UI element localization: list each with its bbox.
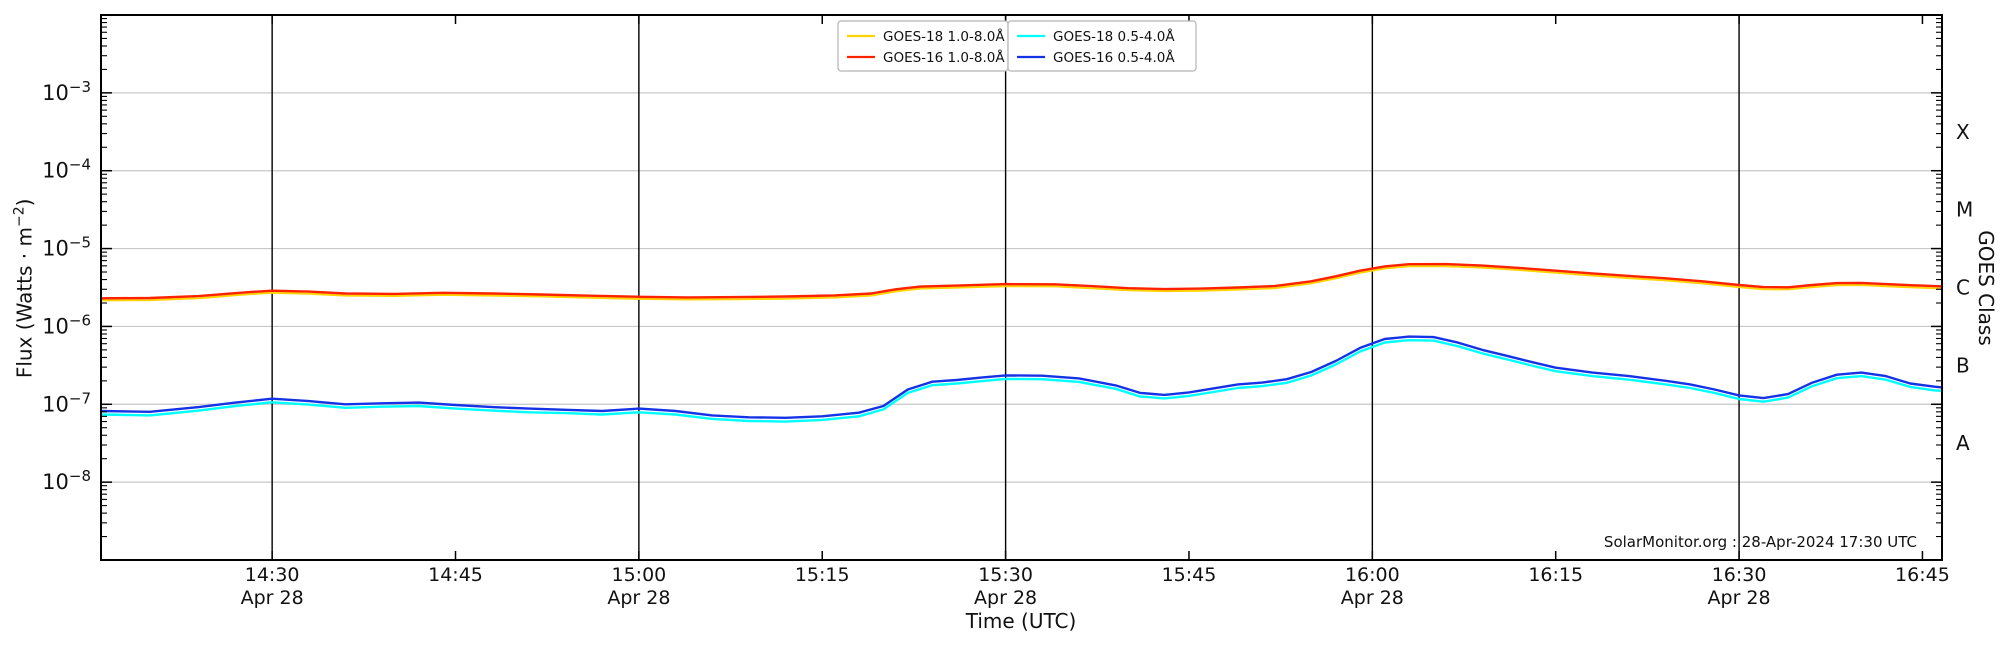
series-line-GOES-16 1.0-8.0Å: [99, 262, 1944, 300]
x-tick-label: 14:30: [245, 564, 300, 586]
series-line-GOES-18 0.5-4.0Å: [99, 339, 1944, 423]
goes-class-letter: X: [1956, 120, 1970, 144]
legend-label: GOES-16 0.5-4.0Å: [1053, 49, 1175, 66]
goes-class-letter: A: [1956, 431, 1970, 455]
x-tick-label: 16:30: [1712, 564, 1767, 586]
legend-label: GOES-18 0.5-4.0Å: [1053, 28, 1175, 45]
x-tick-label: 15:45: [1162, 564, 1217, 586]
x-tick-label: 16:45: [1895, 564, 1950, 586]
x-axis-label: Time (UTC): [965, 609, 1077, 633]
y-axis-label-suffix: ): [12, 198, 37, 207]
y-tick-label: 10−3: [42, 78, 91, 105]
x-tick-date-label: Apr 28: [607, 587, 670, 609]
series-line-GOES-18 1.0-8.0Å: [100, 265, 1943, 302]
plot-border: [100, 14, 1943, 561]
x-tick-label: 16:00: [1345, 564, 1400, 586]
y-tick-label: 10−7: [42, 389, 91, 416]
y-tick-label: 10−5: [42, 234, 91, 261]
x-tick-date-label: Apr 28: [1708, 587, 1771, 609]
y-tick-label: 10−8: [42, 467, 91, 494]
x-tick-date-label: Apr 28: [1341, 587, 1404, 609]
x-tick-label: 15:15: [795, 564, 850, 586]
goes-class-letter: B: [1956, 353, 1970, 377]
goes-class-letter: C: [1956, 276, 1970, 300]
x-tick-label: 14:45: [428, 564, 483, 586]
x-tick-label: 15:30: [978, 564, 1033, 586]
y-axis-label-text: Flux (Watts · m: [12, 226, 37, 379]
x-tick-label: 16:15: [1528, 564, 1583, 586]
x-tick-date-label: Apr 28: [974, 587, 1037, 609]
y-tick-label: 10−6: [42, 311, 91, 338]
x-tick-label: 15:00: [611, 564, 666, 586]
goes-class-letter: M: [1956, 198, 1973, 222]
legend-box: [1007, 20, 1197, 72]
y-axis-label-sup: −2: [11, 206, 28, 227]
right-axis-label: GOES Class: [1974, 230, 1998, 346]
series-line-GOES-16 0.5-4.0Å: [99, 335, 1944, 419]
x-tick-date-label: Apr 28: [241, 587, 304, 609]
attribution-text: SolarMonitor.org : 28-Apr-2024 17:30 UTC: [1603, 533, 1917, 551]
legend-label: GOES-18 1.0-8.0Å: [883, 28, 1005, 45]
y-tick-label: 10−4: [42, 156, 91, 183]
y-axis-label: Flux (Watts · m−2): [12, 138, 37, 438]
legend-label: GOES-16 1.0-8.0Å: [883, 49, 1005, 66]
